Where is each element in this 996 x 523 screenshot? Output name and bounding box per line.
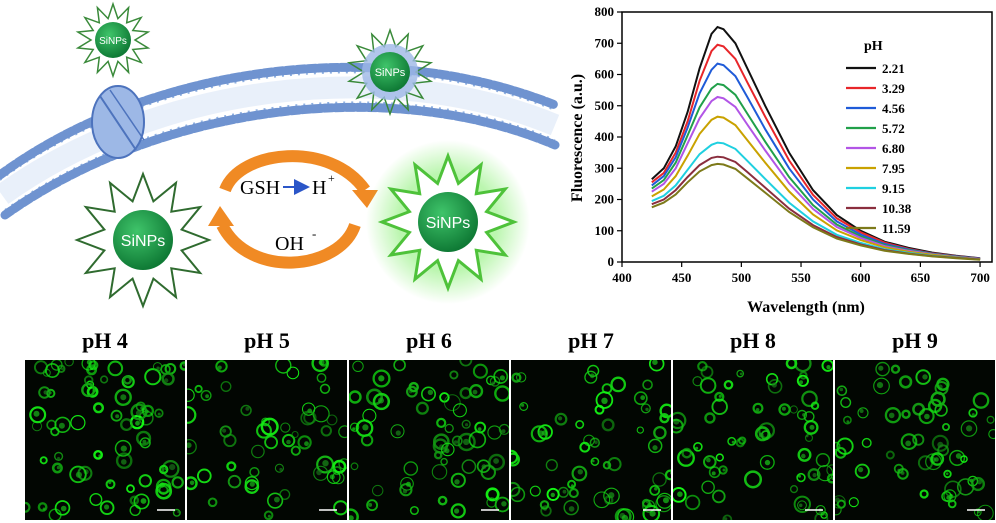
nanoparticle-label: SiNPs [99, 36, 127, 47]
x-tick-label: 700 [970, 270, 990, 285]
legend-entry: 10.38 [882, 201, 912, 216]
legend-title: pH [864, 39, 883, 54]
legend: pH 2.21 3.29 4.56 5.72 6.80 7.95 9.15 10.38 11.5… [846, 39, 912, 236]
y-tick-label: 600 [595, 67, 615, 82]
y-axis-label: Fluorescence (a.u.) [569, 74, 586, 202]
y-tick-label: 800 [595, 4, 615, 19]
legend-entry: 7.95 [882, 161, 905, 176]
legend-entry: 4.56 [882, 101, 905, 116]
nanoparticle-free: SiNPs [75, 1, 151, 79]
membrane-channel [91, 85, 145, 159]
legend-entry: 3.29 [882, 81, 905, 96]
nanoparticle-label: SiNPs [426, 215, 470, 232]
mechanism-scheme: SiNPs SiNPs SiNPs GSH H + OH - SiNPs [0, 1, 560, 309]
y-tick-label: 500 [595, 98, 615, 113]
series-line-6.80 [651, 95, 981, 260]
legend-entry: 2.21 [882, 61, 905, 76]
panel-label: pH 9 [892, 328, 938, 353]
y-tick-label: 0 [608, 254, 615, 269]
panel-label: pH 6 [406, 328, 452, 353]
x-tick-label: 650 [911, 270, 931, 285]
cycle-arrows: GSH H + OH - [208, 150, 378, 269]
nanoparticle-fluorescent: SiNPs [366, 140, 530, 304]
y-tick-label: 700 [595, 35, 615, 50]
gsh-label: GSH [240, 177, 280, 199]
x-tick-label: 400 [612, 270, 632, 285]
microscopy-image [349, 360, 509, 520]
cell-membrane [0, 62, 560, 220]
y-tick-label: 400 [595, 129, 615, 144]
x-axis-label: Wavelength (nm) [747, 299, 865, 316]
series-line-11.59 [651, 162, 981, 261]
nanoparticle-label: SiNPs [375, 67, 406, 79]
legend-entry: 11.59 [882, 221, 911, 236]
x-tick-label: 500 [732, 270, 752, 285]
microscopy-image [835, 360, 995, 520]
legend-entry: 5.72 [882, 121, 905, 136]
series-lines [651, 25, 981, 261]
microscopy-image [511, 360, 671, 520]
proton-label: H [312, 177, 326, 199]
axis-ticks: 400 450 500 550 600 650 700 0 100 200 300 400 500 600… [595, 4, 990, 285]
nanoparticle-membrane: SiNPs [346, 27, 434, 117]
proton-charge: + [328, 171, 335, 185]
microscopy-image [187, 360, 347, 520]
legend-entry: 6.80 [882, 141, 905, 156]
fluorescence-chart: 400 450 500 550 600 650 700 0 100 200 300 400 500 600… [569, 4, 993, 316]
legend-entry: 9.15 [882, 181, 905, 196]
hydroxide-label: OH [275, 233, 304, 255]
x-tick-label: 450 [672, 270, 692, 285]
nanoparticle-quenched: SiNPs [74, 171, 212, 309]
panel-label: pH 4 [82, 328, 128, 353]
series-line-7.95 [651, 115, 981, 261]
x-tick-label: 600 [851, 270, 871, 285]
microscopy-image [673, 360, 833, 520]
y-tick-label: 200 [595, 192, 615, 207]
microscopy-image [25, 360, 185, 520]
y-tick-label: 300 [595, 160, 615, 175]
panel-label: pH 8 [730, 328, 776, 353]
panel-label: pH 5 [244, 328, 290, 353]
x-tick-label: 550 [791, 270, 811, 285]
y-tick-label: 100 [595, 223, 615, 238]
hydroxide-charge: - [312, 226, 316, 241]
panel-label: pH 7 [568, 328, 614, 353]
nanoparticle-label: SiNPs [121, 233, 165, 250]
